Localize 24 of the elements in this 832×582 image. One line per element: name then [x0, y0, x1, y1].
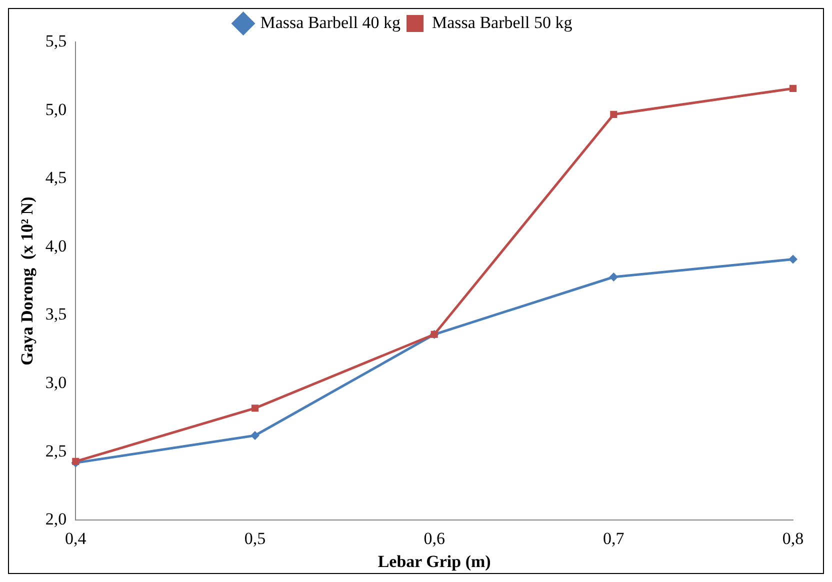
- point: [251, 404, 259, 412]
- x-tick-label: 0,7: [603, 528, 625, 548]
- point: [789, 84, 797, 92]
- y-tick-label: 3,0: [45, 373, 67, 392]
- y-tick-label: 4,0: [45, 236, 67, 256]
- point: [788, 254, 798, 264]
- x-tick-label: 0,4: [65, 528, 87, 548]
- x-tick-label: 0,8: [782, 528, 804, 548]
- x-axis-title: Lebar Grip (m): [378, 552, 491, 572]
- y-tick-label: 5,5: [45, 31, 67, 50]
- x-tick-label: 0,5: [244, 528, 266, 548]
- y-tick-label: 5,0: [45, 100, 67, 119]
- y-axis-title: Gaya Dorong (x 10² N): [18, 196, 37, 366]
- legend-label: Massa Barbell 50 kg: [432, 12, 573, 32]
- point: [609, 272, 618, 282]
- legend-label: Massa Barbell 40 kg: [260, 12, 401, 32]
- y-tick-label: 3,5: [45, 304, 67, 324]
- point: [250, 430, 260, 440]
- point: [610, 110, 618, 118]
- y-tick-label: 4,5: [45, 168, 67, 188]
- y-tick-label: 2,0: [45, 510, 67, 529]
- y-tick-label: 2,5: [45, 441, 67, 460]
- x-tick-label: 0,6: [424, 528, 445, 548]
- point: [72, 458, 80, 465]
